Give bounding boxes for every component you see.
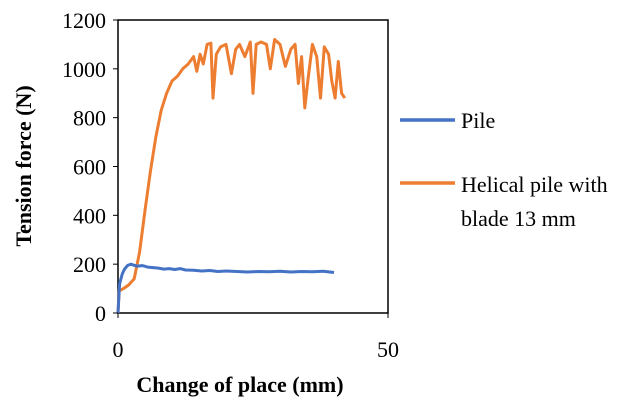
y-tick-label: 600 [73,155,106,180]
y-tick-label: 1000 [62,57,106,82]
legend: Pile Helical pile with blade 13 mm [400,108,613,231]
x-axis-title: Change of place (mm) [136,372,343,397]
y-axis-title: Tension force (N) [11,85,36,246]
series-layer [116,38,347,314]
y-tick-label: 1200 [62,8,106,33]
x-tick-label: 50 [377,337,399,362]
legend-label-helical-pile: Helical pile with blade 13 mm [461,172,613,231]
tick-layer: 0 200 400 600 800 1000 1200 0 50 [62,8,399,362]
y-tick-label: 0 [95,301,106,326]
legend-label-helical-pile-line1: Helical pile with [461,172,608,197]
series-line-helical-pile [116,38,347,314]
y-tick-label: 400 [73,203,106,228]
y-tick-label: 200 [73,252,106,277]
series-line-pile [116,262,335,314]
legend-label-helical-pile-line2: blade 13 mm [461,206,576,231]
x-tick-label: 0 [113,337,124,362]
legend-label-pile: Pile [461,108,495,133]
y-tick-label: 800 [73,106,106,131]
